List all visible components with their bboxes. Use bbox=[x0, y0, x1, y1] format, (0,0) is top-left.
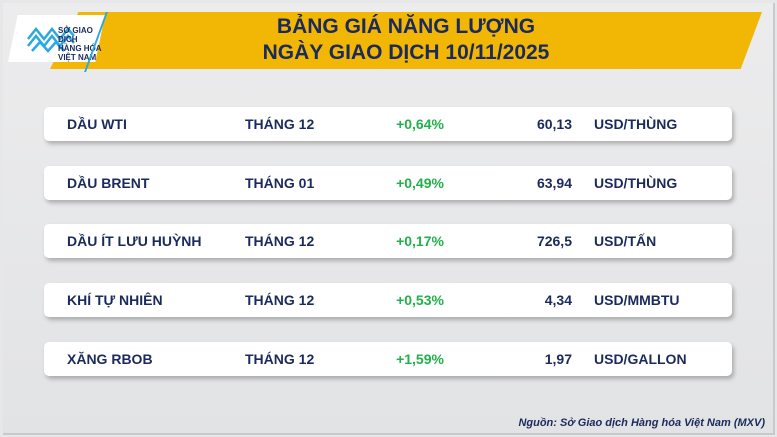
price-change: +0,64% bbox=[396, 116, 444, 132]
price-unit: USD/THÙNG bbox=[594, 116, 678, 132]
title-banner bbox=[50, 12, 762, 69]
contract-month: THÁNG 12 bbox=[245, 116, 315, 132]
table-row: DẦU ÍT LƯU HUỲNH THÁNG 12 +0,17% 726,5 U… bbox=[44, 224, 732, 258]
commodity-name: DẦU ÍT LƯU HUỲNH bbox=[67, 233, 202, 249]
source-note: Nguồn: Sở Giao dịch Hàng hóa Việt Nam (M… bbox=[518, 417, 765, 429]
title-line-2: NGÀY GIAO DỊCH 10/11/2025 bbox=[262, 41, 550, 64]
price-change: +0,17% bbox=[396, 233, 444, 249]
contract-month: THÁNG 12 bbox=[245, 233, 315, 249]
commodity-name: XĂNG RBOB bbox=[67, 351, 153, 367]
price-unit: USD/GALLON bbox=[594, 351, 687, 367]
logo-text: SỞ GIAO DỊCH HÀNG HÓA VIỆT NAM bbox=[58, 26, 102, 62]
price-unit: USD/THÙNG bbox=[594, 175, 678, 191]
price-unit: USD/TẤN bbox=[594, 233, 657, 249]
price-value: 726,5 bbox=[536, 233, 572, 249]
contract-month: THÁNG 01 bbox=[245, 175, 315, 191]
commodity-name: DẦU BRENT bbox=[67, 175, 150, 191]
page-title: BẢNG GIÁ NĂNG LƯỢNG NGÀY GIAO DỊCH 10/11… bbox=[50, 14, 762, 66]
price-value: 63,94 bbox=[536, 175, 572, 191]
mxv-logo-icon bbox=[27, 26, 75, 53]
price-change: +0,53% bbox=[396, 292, 444, 308]
price-change: +1,59% bbox=[396, 351, 444, 367]
price-value: 4,34 bbox=[544, 292, 572, 308]
contract-month: THÁNG 12 bbox=[245, 292, 315, 308]
commodity-name: KHÍ TỰ NHIÊN bbox=[67, 292, 163, 308]
contract-month: THÁNG 12 bbox=[245, 351, 315, 367]
logo bbox=[8, 15, 105, 62]
table-row: DẦU BRENT THÁNG 01 +0,49% 63,94 USD/THÙN… bbox=[44, 166, 732, 200]
price-value: 60,13 bbox=[536, 116, 572, 132]
price-unit: USD/MMBTU bbox=[594, 292, 680, 308]
price-value: 1,97 bbox=[544, 351, 572, 367]
price-change: +0,49% bbox=[396, 175, 444, 191]
commodity-name: DẦU WTI bbox=[67, 116, 127, 132]
table-row: DẦU WTI THÁNG 12 +0,64% 60,13 USD/THÙNG bbox=[44, 107, 732, 141]
table-row: XĂNG RBOB THÁNG 12 +1,59% 1,97 USD/GALLO… bbox=[44, 342, 732, 376]
table-row: KHÍ TỰ NHIÊN THÁNG 12 +0,53% 4,34 USD/MM… bbox=[44, 283, 732, 317]
title-line-1: BẢNG GIÁ NĂNG LƯỢNG bbox=[276, 15, 536, 38]
